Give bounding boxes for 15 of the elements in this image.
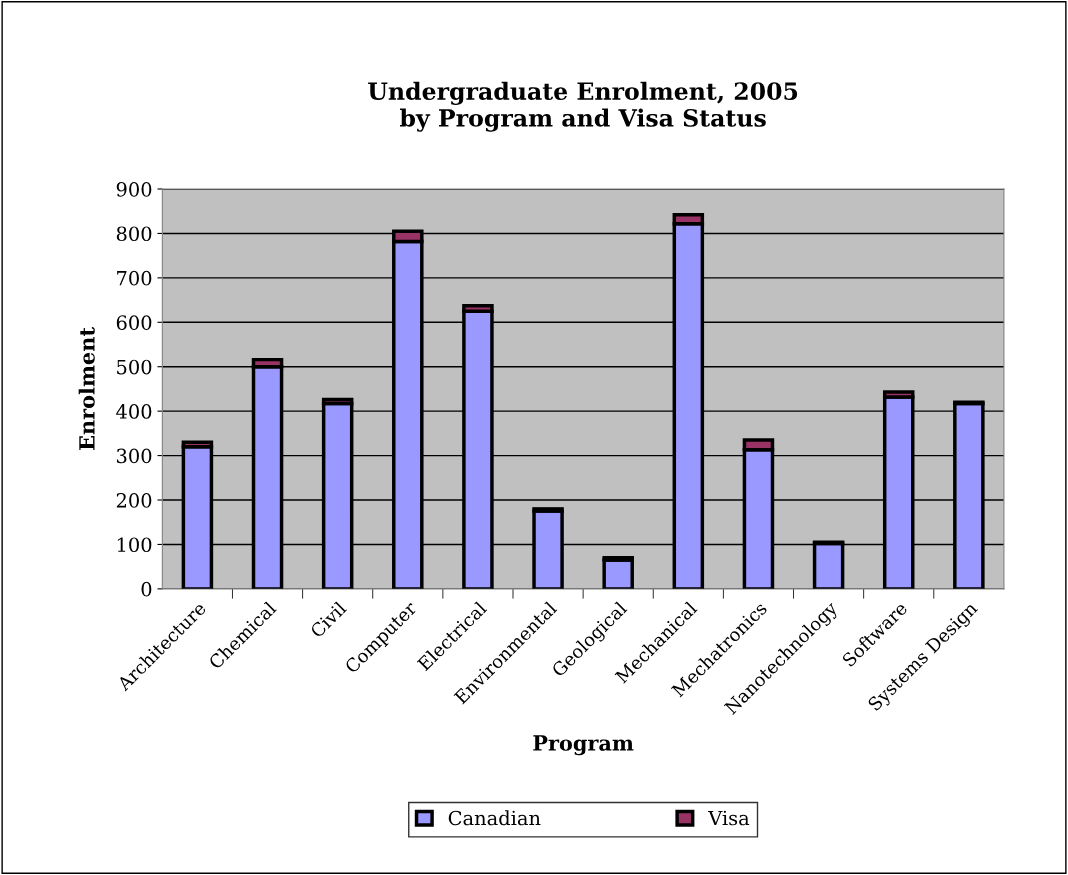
y-axis-title: Enrolment xyxy=(78,327,95,450)
chart-title: Undergraduate Enrolment, 2005 by Program and Visa Status xyxy=(368,81,798,132)
y-tick-label: 100 xyxy=(117,537,152,553)
x-axis-title: Program xyxy=(533,735,634,756)
y-tick-label: 700 xyxy=(117,270,152,286)
legend-label: Canadian xyxy=(448,810,541,826)
y-tick-label: 800 xyxy=(116,226,152,242)
y-tick-label: 500 xyxy=(117,359,152,375)
y-tick-label: 600 xyxy=(116,315,152,330)
y-tick-label: 300 xyxy=(116,448,152,464)
legend-label: Visa xyxy=(708,810,750,826)
y-tick-label: 200 xyxy=(116,492,152,508)
y-tick-label: 0 xyxy=(141,581,152,597)
y-tick-label: 900 xyxy=(116,181,152,197)
y-tick-label: 400 xyxy=(116,404,152,419)
